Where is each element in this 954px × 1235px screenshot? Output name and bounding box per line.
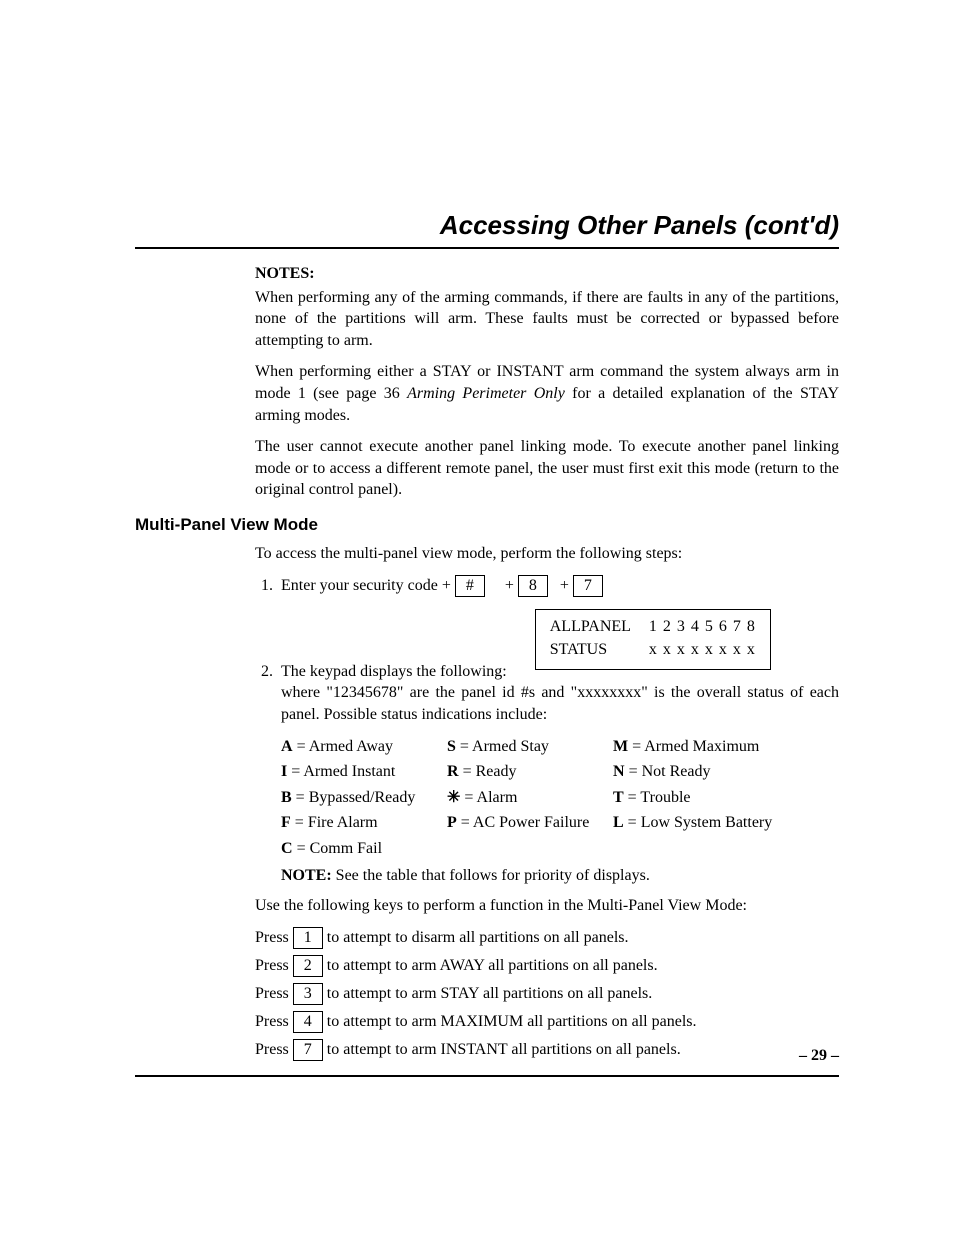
status-N: N = Not Ready bbox=[613, 761, 839, 783]
press-word-3: Press bbox=[255, 985, 293, 1002]
press-3-action: to attempt to arm STAY all partitions on… bbox=[327, 985, 652, 1002]
press-2: Press 2 to attempt to arm AWAY all parti… bbox=[255, 955, 839, 977]
display-row1-label: ALLPANEL bbox=[548, 616, 645, 638]
intro-line: To access the multi-panel view mode, per… bbox=[255, 543, 839, 565]
status-A: A = Armed Away bbox=[281, 736, 441, 758]
notes-label: NOTES: bbox=[255, 263, 839, 285]
press-4: Press 4 to attempt to arm MAXIMUM all pa… bbox=[255, 1011, 839, 1033]
keycap-7b: 7 bbox=[293, 1039, 323, 1061]
status-C: C = Comm Fail bbox=[281, 838, 441, 860]
status-P: P = AC Power Failure bbox=[447, 812, 607, 834]
note-para-2: When performing either a STAY or INSTANT… bbox=[255, 361, 839, 426]
status-T: T = Trouble bbox=[613, 787, 839, 809]
page-title: Accessing Other Panels (cont'd) bbox=[135, 210, 839, 249]
display-row2-value: x x x x x x x x bbox=[647, 639, 758, 661]
keycap-7: 7 bbox=[573, 575, 603, 597]
note-para-2-ital: Arming Perimeter Only bbox=[407, 385, 565, 402]
status-M: M = Armed Maximum bbox=[613, 736, 839, 758]
press-2-action: to attempt to arm AWAY all partitions on… bbox=[327, 957, 658, 974]
press-1-action: to attempt to disarm all partitions on a… bbox=[327, 929, 629, 946]
section-heading: Multi-Panel View Mode bbox=[135, 515, 839, 535]
keypad-display: ALLPANEL 1 2 3 4 5 6 7 8 STATUS x x x x … bbox=[535, 609, 771, 670]
press-word-5: Press bbox=[255, 1041, 293, 1058]
press-word-2: Press bbox=[255, 957, 293, 974]
page: Accessing Other Panels (cont'd) NOTES: W… bbox=[0, 0, 954, 1235]
note-rest: See the table that follows for priority … bbox=[332, 867, 650, 884]
status-L: L = Low System Battery bbox=[613, 812, 839, 834]
where-line: where "12345678" are the panel id #s and… bbox=[281, 682, 839, 725]
keycap-4: 4 bbox=[293, 1011, 323, 1033]
keycap-hash: # bbox=[455, 575, 485, 597]
note-para-3: The user cannot execute another panel li… bbox=[255, 436, 839, 501]
press-word-1: Press bbox=[255, 929, 293, 946]
status-R: R = Ready bbox=[447, 761, 607, 783]
step-2: The keypad displays the following: ALLPA… bbox=[277, 605, 839, 888]
press-7-action: to attempt to arm INSTANT all partitions… bbox=[327, 1041, 681, 1058]
status-B: B = Bypassed/Ready bbox=[281, 787, 441, 809]
end-rule bbox=[135, 1075, 839, 1077]
status-F: F = Fire Alarm bbox=[281, 812, 441, 834]
display-row2-label: STATUS bbox=[548, 639, 645, 661]
note-line: NOTE: See the table that follows for pri… bbox=[281, 865, 839, 887]
press-word-4: Press bbox=[255, 1013, 293, 1030]
steps-list: Enter your security code + # + 8 + 7 The… bbox=[255, 575, 839, 888]
status-grid: A = Armed Away S = Armed Stay M = Armed … bbox=[281, 736, 839, 860]
note-para-1: When performing any of the arming comman… bbox=[255, 287, 839, 352]
notes-section: NOTES: When performing any of the arming… bbox=[255, 263, 839, 501]
step1-plus1: + bbox=[505, 577, 518, 594]
status-S: S = Armed Stay bbox=[447, 736, 607, 758]
step1-prefix: Enter your security code + bbox=[281, 577, 455, 594]
use-keys-line: Use the following keys to perform a func… bbox=[255, 895, 839, 917]
press-3: Press 3 to attempt to arm STAY all parti… bbox=[255, 983, 839, 1005]
page-number: – 29 – bbox=[799, 1047, 839, 1065]
status-star: ✳ = Alarm bbox=[447, 787, 607, 809]
keycap-3: 3 bbox=[293, 983, 323, 1005]
step2-text: The keypad displays the following: bbox=[281, 663, 507, 680]
press-4-action: to attempt to arm MAXIMUM all partitions… bbox=[327, 1013, 697, 1030]
keycap-1: 1 bbox=[293, 927, 323, 949]
keycap-2: 2 bbox=[293, 955, 323, 977]
press-7: Press 7 to attempt to arm INSTANT all pa… bbox=[255, 1039, 839, 1061]
step1-plus2: + bbox=[560, 577, 573, 594]
status-I: I = Armed Instant bbox=[281, 761, 441, 783]
press-1: Press 1 to attempt to disarm all partiti… bbox=[255, 927, 839, 949]
note-bold: NOTE: bbox=[281, 867, 332, 884]
display-row1-value: 1 2 3 4 5 6 7 8 bbox=[647, 616, 758, 638]
keycap-8: 8 bbox=[518, 575, 548, 597]
step-1: Enter your security code + # + 8 + 7 bbox=[277, 575, 839, 597]
section-body: To access the multi-panel view mode, per… bbox=[255, 543, 839, 1061]
